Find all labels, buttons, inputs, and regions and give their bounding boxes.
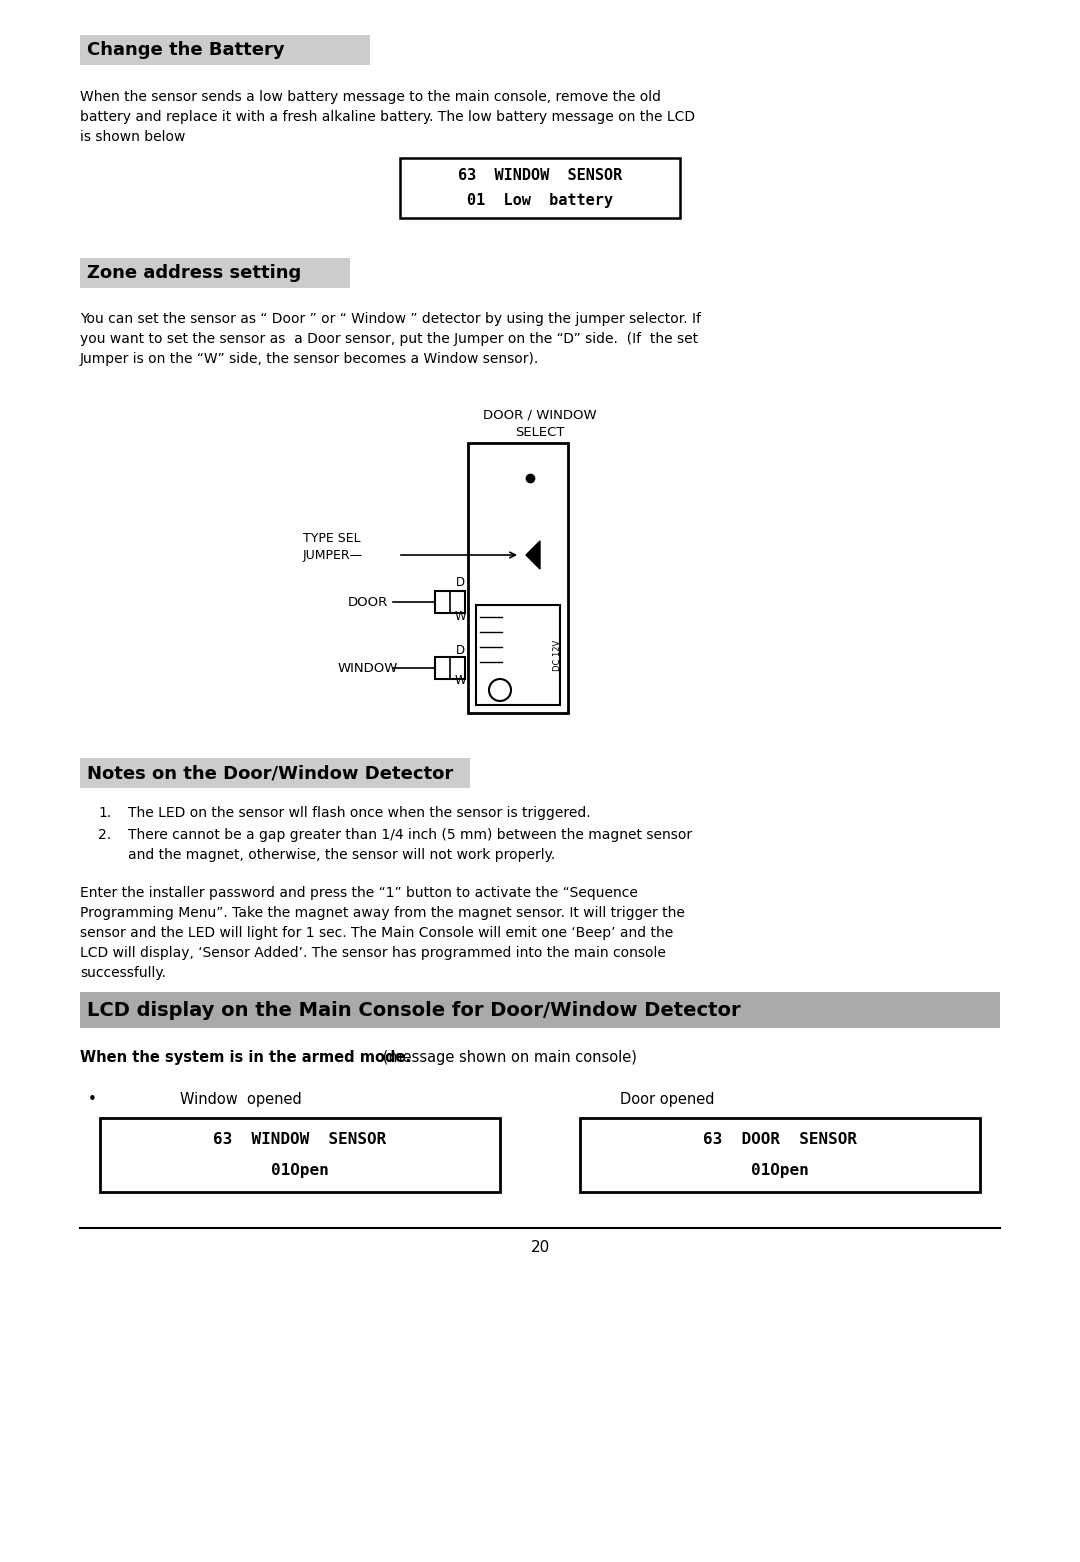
Text: Notes on the Door/Window Detector: Notes on the Door/Window Detector — [87, 764, 454, 783]
Text: Zone address setting: Zone address setting — [87, 264, 301, 283]
Text: 63  WINDOW  SENSOR: 63 WINDOW SENSOR — [458, 169, 622, 183]
Text: Change the Battery: Change the Battery — [87, 41, 285, 59]
Text: SELECT: SELECT — [515, 426, 565, 439]
Text: 63  DOOR  SENSOR: 63 DOOR SENSOR — [703, 1132, 858, 1148]
Text: W: W — [455, 675, 465, 687]
Text: LCD display on the Main Console for Door/Window Detector: LCD display on the Main Console for Door… — [87, 1001, 741, 1020]
Text: you want to set the sensor as  a Door sensor, put the Jumper on the “D” side.  (: you want to set the sensor as a Door sen… — [80, 333, 698, 347]
Text: Programming Menu”. Take the magnet away from the magnet sensor. It will trigger : Programming Menu”. Take the magnet away … — [80, 906, 685, 920]
Text: sensor and the LED will light for 1 sec. The Main Console will emit one ‘Beep’ a: sensor and the LED will light for 1 sec.… — [80, 926, 673, 940]
Text: 63  WINDOW  SENSOR: 63 WINDOW SENSOR — [214, 1132, 387, 1148]
Bar — [100, 1118, 500, 1192]
Text: successfully.: successfully. — [80, 965, 166, 979]
Text: DC 12V: DC 12V — [554, 639, 563, 670]
Text: 01  Low  battery: 01 Low battery — [467, 192, 613, 208]
Bar — [435, 590, 465, 612]
Text: (message shown on main console): (message shown on main console) — [378, 1050, 637, 1065]
Bar — [80, 758, 470, 787]
Text: D: D — [456, 644, 464, 656]
Bar — [580, 1118, 980, 1192]
Text: W: W — [455, 609, 465, 623]
Text: •: • — [87, 1092, 97, 1107]
Text: 1.: 1. — [98, 806, 111, 820]
Text: 01Open: 01Open — [751, 1162, 809, 1178]
Text: 20: 20 — [530, 1240, 550, 1256]
Text: Door opened: Door opened — [620, 1092, 715, 1107]
Text: Window  opened: Window opened — [180, 1092, 301, 1107]
Bar — [80, 258, 350, 287]
Text: is shown below: is shown below — [80, 130, 186, 144]
Text: WINDOW: WINDOW — [338, 661, 399, 675]
Bar — [468, 444, 568, 712]
Text: D: D — [456, 576, 464, 589]
Bar — [80, 34, 370, 66]
Text: DOOR / WINDOW: DOOR / WINDOW — [483, 408, 597, 422]
Text: DOOR: DOOR — [348, 595, 388, 609]
Text: Enter the installer password and press the “1” button to activate the “Sequence: Enter the installer password and press t… — [80, 886, 638, 900]
Text: and the magnet, otherwise, the sensor will not work properly.: and the magnet, otherwise, the sensor wi… — [129, 848, 555, 862]
Text: JUMPER—: JUMPER— — [303, 548, 363, 561]
Text: battery and replace it with a fresh alkaline battery. The low battery message on: battery and replace it with a fresh alka… — [80, 109, 696, 123]
Text: TYPE SEL: TYPE SEL — [303, 531, 361, 545]
Text: 01Open: 01Open — [271, 1162, 329, 1178]
Text: Jumper is on the “W” side, the sensor becomes a Window sensor).: Jumper is on the “W” side, the sensor be… — [80, 351, 539, 366]
Bar — [80, 992, 1000, 1028]
Circle shape — [489, 679, 511, 701]
Text: 2.: 2. — [98, 828, 111, 842]
Text: When the system is in the armed mode.: When the system is in the armed mode. — [80, 1050, 411, 1065]
Bar — [476, 604, 561, 704]
Text: LCD will display, ‘Sensor Added’. The sensor has programmed into the main consol: LCD will display, ‘Sensor Added’. The se… — [80, 947, 666, 961]
Text: You can set the sensor as “ Door ” or “ Window ” detector by using the jumper se: You can set the sensor as “ Door ” or “ … — [80, 312, 701, 326]
Bar — [400, 158, 680, 219]
Text: There cannot be a gap greater than 1/4 inch (5 mm) between the magnet sensor: There cannot be a gap greater than 1/4 i… — [129, 828, 692, 842]
Text: When the sensor sends a low battery message to the main console, remove the old: When the sensor sends a low battery mess… — [80, 91, 661, 105]
Polygon shape — [526, 540, 540, 569]
Text: The LED on the sensor wll flash once when the sensor is triggered.: The LED on the sensor wll flash once whe… — [129, 806, 591, 820]
Bar — [435, 658, 465, 679]
